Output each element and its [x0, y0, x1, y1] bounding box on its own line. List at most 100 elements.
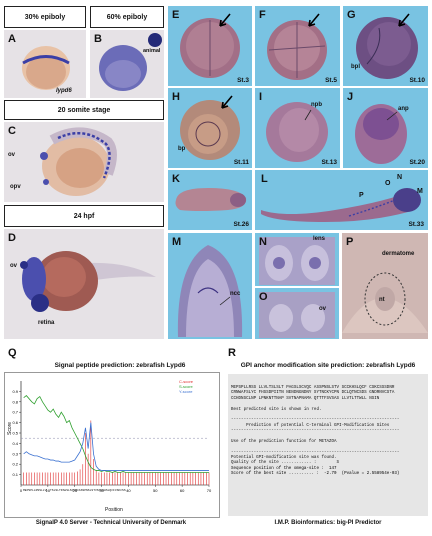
panel-letter: P — [346, 236, 354, 248]
panel-e: E St.3 — [168, 6, 252, 86]
embryo-image — [40, 127, 117, 196]
r-caption: I.M.P. Bioinformatics: big-PI Predictor — [274, 520, 382, 526]
panel-letter: N — [259, 236, 267, 248]
legend-c-score: C-score — [179, 379, 194, 384]
panel-letter: D — [8, 232, 16, 244]
panel-letter: G — [347, 9, 356, 21]
panel-k: K St.26 — [168, 170, 252, 230]
section-image — [259, 292, 335, 338]
animal-label: animal — [143, 48, 161, 54]
output-line: Use of the prediction function for METAZ… — [231, 439, 337, 444]
x-tick-label: 30 — [99, 488, 104, 493]
header-text: 20 somite stage — [57, 106, 111, 114]
panel-f: F St.5 — [255, 6, 340, 86]
section-image — [342, 233, 428, 339]
panel-letter: A — [8, 33, 16, 45]
ov-label: ov — [8, 152, 16, 158]
stage-label: St.11 — [233, 159, 249, 166]
dermatome-label: dermatome — [382, 251, 415, 257]
retina-label: retina — [38, 320, 55, 326]
gene-label: lypd6 — [56, 88, 72, 94]
output-line: Score of the best site .......... : -2.7… — [231, 472, 400, 477]
output-line: ----------------------------------------… — [231, 418, 400, 423]
r-title: GPI anchor modification site prediction:… — [240, 362, 416, 369]
panel-c: C ov opv — [4, 122, 164, 202]
signalp-chart-frame: 0.1 0.2 0.3 0.4 0.5 0.6 0.7 0.8 0.9 0 10 20 30 40 50 60… — [4, 372, 220, 518]
embryo-image — [261, 188, 421, 222]
stage-label: St.10 — [409, 77, 425, 84]
panel-letter: J — [347, 91, 354, 103]
y-axis-label: Score — [7, 421, 13, 435]
label-o: O — [385, 180, 391, 187]
opv-label: opv — [10, 184, 21, 190]
embryo-image — [266, 102, 328, 162]
q-title: Signal peptide prediction: zebrafish Lyp… — [54, 362, 186, 369]
anp-label: anp — [398, 106, 409, 112]
stage-label: St.33 — [408, 221, 424, 228]
stage-label: St.3 — [237, 77, 249, 84]
nt-label: nt — [379, 297, 385, 303]
bigpi-output: MEPSPLLRSS LLVLTSLSLT PAGSLSCVQC ASSPNSL… — [228, 374, 428, 516]
signalp-chart: 0.1 0.2 0.3 0.4 0.5 0.6 0.7 0.8 0.9 0 10 20 30 40 50 60… — [12, 381, 212, 493]
output-line: Sequence position of the omega-site : 14… — [231, 466, 337, 471]
legend-y-score: Y-score — [179, 389, 193, 394]
x-tick-label: 70 — [207, 488, 212, 493]
panel-letter: E — [172, 9, 180, 21]
panel-letter: M — [172, 236, 182, 248]
stage-label: St.13 — [321, 159, 337, 166]
embryo-image — [99, 33, 162, 91]
q-caption: SignalP 4.0 Server - Technical Universit… — [35, 520, 187, 526]
embryo-image — [267, 13, 327, 80]
header-20-somite: 20 somite stage — [4, 100, 164, 120]
panel-g: G bpl St.10 — [343, 6, 428, 86]
x-tick-label: 60 — [180, 488, 185, 493]
header-text: 60% epiboly — [106, 13, 148, 21]
output-line: Quality of the site ............ : S — [231, 461, 340, 466]
x-tick-label: 40 — [126, 488, 131, 493]
y-tick-label: 0.4 — [12, 441, 18, 446]
header-text: 30% epiboly — [24, 13, 66, 21]
panel-n: N lens — [255, 233, 339, 286]
bigpi-output-lines: MEPSPLLRSS LLVLTSLSLT PAGSLSCVQC ASSPNSL… — [231, 386, 399, 478]
stage-label: St.20 — [409, 159, 425, 166]
y-tick-label: 0.3 — [12, 451, 18, 456]
output-line: ----------------------------------------… — [231, 450, 400, 455]
output-line: ----------------------------------------… — [231, 429, 400, 434]
panel-p: P dermatome nt — [342, 233, 428, 339]
panel-letter: F — [259, 9, 266, 21]
legend-s-score: S-score — [179, 384, 193, 389]
bpl-label: bpl — [351, 64, 360, 70]
output-line: CCHDNSCLNP LPNKNTTNAP SVTNAPNAMA QTTTFSV… — [231, 396, 380, 401]
panel-letter: H — [172, 91, 180, 103]
header-24-hpf: 24 hpf — [4, 205, 164, 227]
stage-label: St.26 — [233, 221, 249, 228]
panel-j: J anp St.20 — [343, 88, 428, 168]
y-tick-label: 0.6 — [12, 420, 18, 425]
s-score-line — [23, 395, 209, 473]
label-p: P — [359, 192, 364, 199]
output-line: Potential GPI-modification site was foun… — [231, 456, 337, 461]
panel-b: B animal — [90, 30, 164, 98]
panel-letter-q: Q — [8, 347, 17, 359]
panel-i: I npb St.13 — [255, 88, 340, 168]
x-axis-label: Position — [105, 507, 123, 513]
y-tick-label: 0.8 — [12, 399, 18, 404]
panel-d: D ov retina — [4, 229, 164, 339]
lens-label: lens — [313, 236, 326, 242]
header-text: 24 hpf — [73, 212, 95, 220]
npb-label: npb — [311, 102, 322, 108]
panel-o: O ov — [255, 288, 339, 339]
y-tick-label: 0.7 — [12, 410, 18, 415]
header-30-epiboly: 30% epiboly — [4, 6, 86, 28]
embryo-image — [20, 251, 156, 312]
label-n: N — [397, 174, 403, 181]
panel-h: H bp St.11 — [168, 88, 252, 168]
panel-letter: K — [172, 173, 180, 185]
panel-letter-r: R — [228, 347, 236, 359]
embryo-image — [175, 188, 247, 211]
label-m: M — [417, 188, 423, 195]
section-image — [177, 245, 243, 337]
x-tick-label: 20 — [72, 488, 77, 493]
panel-letter: L — [261, 173, 268, 185]
y-tick-label: 0.1 — [12, 472, 18, 477]
